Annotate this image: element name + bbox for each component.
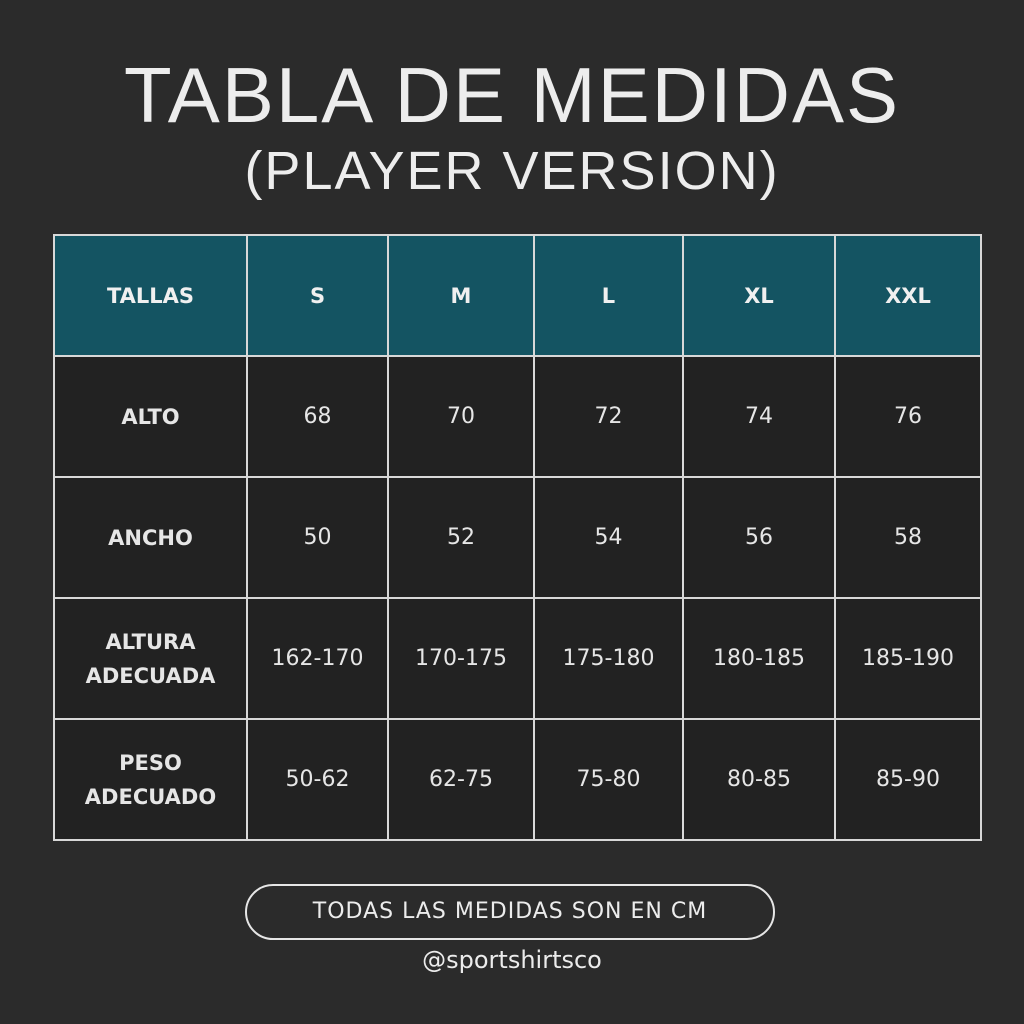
table-cell: 85-90 bbox=[834, 718, 982, 841]
table-cell: 68 bbox=[246, 355, 389, 478]
table-cell: 50-62 bbox=[246, 718, 389, 841]
table-cell: 76 bbox=[834, 355, 982, 478]
table-row: ALTURA ADECUADA 162-170 170-175 175-180 180-1… bbox=[53, 597, 982, 720]
table-cell: 180-185 bbox=[682, 597, 836, 720]
table-row: ALTO 68 70 72 74 76 bbox=[53, 355, 982, 478]
table-cell: 62-75 bbox=[387, 718, 535, 841]
header-size: S bbox=[246, 234, 389, 357]
table-row: PESO ADECUADO 50-62 62-75 75-80 80-85 85-90 bbox=[53, 718, 982, 841]
table-cell: 175-180 bbox=[533, 597, 684, 720]
table-cell: 72 bbox=[533, 355, 684, 478]
units-note: TODAS LAS MEDIDAS SON EN CM bbox=[245, 884, 775, 940]
table-cell: 58 bbox=[834, 476, 982, 599]
row-label: PESO ADECUADO bbox=[53, 718, 248, 841]
header-row: TALLAS S M L XL XXL bbox=[53, 234, 982, 357]
table-cell: 50 bbox=[246, 476, 389, 599]
table-cell: 80-85 bbox=[682, 718, 836, 841]
table-cell: 75-80 bbox=[533, 718, 684, 841]
header-size: M bbox=[387, 234, 535, 357]
header-size: XL bbox=[682, 234, 836, 357]
row-label: ALTURA ADECUADA bbox=[53, 597, 248, 720]
page-subtitle: (PLAYER VERSION) bbox=[244, 141, 780, 201]
table-row: ANCHO 50 52 54 56 58 bbox=[53, 476, 982, 599]
table-cell: 54 bbox=[533, 476, 684, 599]
row-label: ALTO bbox=[53, 355, 248, 478]
header-tallas: TALLAS bbox=[53, 234, 248, 357]
table-cell: 162-170 bbox=[246, 597, 389, 720]
row-label: ANCHO bbox=[53, 476, 248, 599]
table-cell: 170-175 bbox=[387, 597, 535, 720]
social-handle: @sportshirtsco bbox=[422, 946, 602, 974]
size-table: TALLAS S M L XL XXL ALTO 68 70 72 74 76 ANCHO 50 52 54… bbox=[53, 234, 982, 841]
header-size: XXL bbox=[834, 234, 982, 357]
table-cell: 74 bbox=[682, 355, 836, 478]
page-title: TABLA DE MEDIDAS bbox=[123, 51, 901, 139]
header-size: L bbox=[533, 234, 684, 357]
table-cell: 56 bbox=[682, 476, 836, 599]
table-cell: 70 bbox=[387, 355, 535, 478]
table-cell: 52 bbox=[387, 476, 535, 599]
table-cell: 185-190 bbox=[834, 597, 982, 720]
